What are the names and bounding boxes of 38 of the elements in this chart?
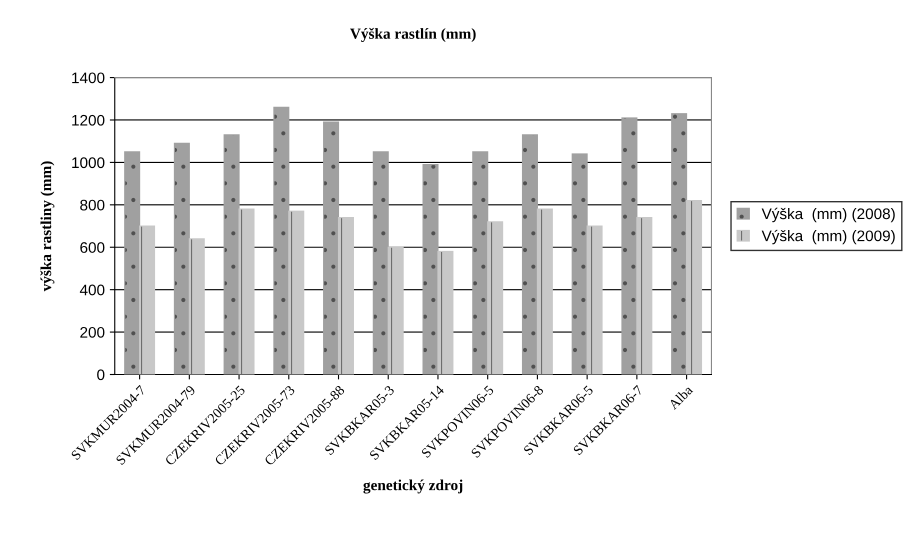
bar <box>174 142 190 374</box>
bar <box>139 225 156 374</box>
bar <box>238 208 255 374</box>
y-tick-label: 800 <box>80 200 104 211</box>
chart-title: Výška rastlín (mm) <box>350 28 476 42</box>
bar <box>224 134 240 374</box>
bar <box>472 151 488 374</box>
x-tick-label: Alba <box>668 384 694 410</box>
bar <box>323 122 340 374</box>
bar <box>522 134 538 374</box>
legend-label: Výška (mm) (2009) <box>762 230 895 244</box>
bar <box>671 113 688 374</box>
bar <box>572 153 588 374</box>
bar <box>124 151 140 374</box>
bar <box>586 225 603 374</box>
bar <box>338 217 354 374</box>
y-tick-label: 200 <box>80 326 104 338</box>
bar <box>437 250 454 374</box>
bar <box>188 238 205 374</box>
y-tick-label: 1400 <box>72 72 104 84</box>
bar <box>372 151 389 374</box>
y-tick-label: 1200 <box>72 114 104 126</box>
y-tick-label: 0 <box>97 369 104 380</box>
bar <box>636 217 652 374</box>
bar <box>388 246 404 374</box>
bar <box>621 117 638 374</box>
bar <box>487 221 504 374</box>
bar <box>273 106 290 374</box>
y-tick-label: 1000 <box>72 157 104 168</box>
y-tick-label: 400 <box>80 284 104 296</box>
bar <box>288 210 304 374</box>
legend-label: Výška (mm) (2008) <box>762 208 895 222</box>
x-axis-title: genetický zdroj <box>363 480 462 494</box>
bar <box>686 200 702 374</box>
bar <box>422 164 439 374</box>
y-tick-label: 600 <box>80 242 104 253</box>
bar <box>536 208 553 374</box>
y-axis-title: výška rastliny (mm) <box>40 161 54 292</box>
